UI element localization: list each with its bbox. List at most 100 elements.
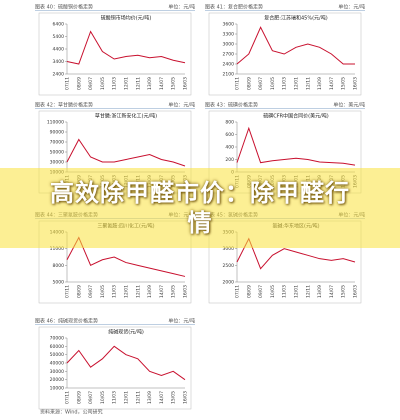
x-tick-label: 13/09 bbox=[147, 77, 153, 90]
x-tick-label: 14/07 bbox=[159, 285, 165, 298]
x-tick-label: 12/11 bbox=[305, 77, 311, 90]
y-tick-label: 800 bbox=[225, 120, 234, 126]
price-line bbox=[66, 236, 186, 277]
x-tick-label: 11/03 bbox=[112, 391, 118, 404]
x-tick-label: 09/07 bbox=[88, 285, 94, 298]
y-tick-label: 30000 bbox=[50, 369, 64, 375]
y-tick-label: 110000 bbox=[47, 120, 64, 126]
y-tick-label: 5400 bbox=[53, 34, 65, 40]
y-tick-label: 2700 bbox=[223, 52, 235, 58]
x-tick-label: 10/05 bbox=[270, 77, 276, 90]
x-tick-label: 08/09 bbox=[76, 391, 82, 404]
x-tick-label: 11/03 bbox=[112, 285, 118, 298]
x-tick-label: 10/05 bbox=[100, 77, 106, 90]
x-tick-label: 10/05 bbox=[100, 391, 106, 404]
x-tick-label: 16/03 bbox=[183, 391, 189, 404]
x-tick-label: 12/11 bbox=[135, 77, 141, 90]
x-tick-label: 07/11 bbox=[65, 391, 71, 404]
y-tick-label: 10000 bbox=[50, 386, 64, 392]
x-tick-label: 09/07 bbox=[258, 77, 264, 90]
x-tick-label: 15/05 bbox=[341, 285, 347, 298]
x-tick-label: 16/03 bbox=[183, 77, 189, 90]
x-tick-label: 09/07 bbox=[88, 77, 94, 90]
price-line bbox=[66, 345, 186, 381]
panel-unit: 单位：美元/吨 bbox=[333, 102, 365, 109]
x-tick-label: 12/01 bbox=[124, 391, 130, 404]
x-tick-label: 16/03 bbox=[353, 285, 359, 298]
x-tick-label: 13/09 bbox=[317, 285, 323, 298]
y-tick-label: 70000 bbox=[50, 336, 64, 342]
x-tick-label: 12/01 bbox=[124, 77, 130, 90]
chart-title: 草甘膦:浙江新安化工(元/吨) bbox=[95, 113, 157, 120]
x-tick-label: 11/03 bbox=[282, 77, 288, 90]
x-tick-label: 12/01 bbox=[124, 285, 130, 298]
y-tick-label: 40000 bbox=[50, 361, 64, 367]
x-tick-label: 14/07 bbox=[329, 285, 335, 298]
panel-unit: 单位：元/吨 bbox=[168, 4, 195, 11]
x-tick-label: 13/09 bbox=[147, 285, 153, 298]
x-tick-label: 13/09 bbox=[317, 77, 323, 90]
x-tick-label: 08/09 bbox=[76, 77, 82, 90]
chart-frame bbox=[38, 326, 192, 410]
y-tick-label: 400 bbox=[225, 145, 234, 151]
panel-header: 图表 42：草甘膦价格走势 bbox=[35, 102, 93, 109]
price-line bbox=[66, 30, 186, 65]
y-tick-label: 30000 bbox=[50, 160, 64, 166]
overlay-title: 高效除甲醛市价：除甲醛行情 bbox=[50, 179, 350, 237]
price-line bbox=[66, 138, 186, 167]
panel-header: 图表 46：纯碱现货价格走势 bbox=[35, 318, 98, 325]
panel-unit: 单位：元/吨 bbox=[168, 318, 195, 325]
x-tick-label: 09/07 bbox=[88, 391, 94, 404]
price-line bbox=[236, 126, 356, 166]
y-tick-label: 200 bbox=[225, 157, 234, 163]
x-tick-label: 15/05 bbox=[171, 285, 177, 298]
x-tick-label: 12/01 bbox=[294, 285, 300, 298]
x-tick-label: 15/05 bbox=[341, 77, 347, 90]
y-tick-label: 2100 bbox=[223, 72, 235, 78]
x-tick-label: 08/09 bbox=[76, 285, 82, 298]
x-tick-label: 14/07 bbox=[159, 77, 165, 90]
y-tick-label: 70000 bbox=[50, 140, 64, 146]
x-tick-label: 16/03 bbox=[353, 77, 359, 90]
footer: 资料来源：Wind，公司研究 bbox=[40, 409, 103, 416]
x-tick-label: 07/11 bbox=[65, 77, 71, 90]
y-tick-label: 8000 bbox=[53, 263, 65, 269]
y-tick-label: 4400 bbox=[53, 47, 65, 53]
x-tick-label: 10/05 bbox=[100, 285, 106, 298]
y-tick-label: 3300 bbox=[223, 32, 235, 38]
y-tick-label: 2400 bbox=[53, 72, 65, 78]
x-tick-label: 16/03 bbox=[183, 285, 189, 298]
y-tick-label: 600 bbox=[225, 132, 234, 138]
panel-header: 图表 41：复合肥价格走势 bbox=[205, 4, 263, 11]
x-tick-label: 15/05 bbox=[171, 391, 177, 404]
x-tick-label: 14/07 bbox=[329, 77, 335, 90]
x-tick-label: 12/01 bbox=[294, 77, 300, 90]
x-tick-label: 11/03 bbox=[282, 285, 288, 298]
y-tick-label: 3600 bbox=[223, 22, 235, 28]
panel-header: 图表 40：硫酸铜价格走势 bbox=[35, 4, 93, 11]
y-tick-label: 5000 bbox=[53, 280, 65, 286]
x-tick-label: 08/09 bbox=[246, 77, 252, 90]
panel-unit: 单位：元/吨 bbox=[338, 4, 365, 11]
chart-title: 硫磺CFR中国合同价(美元/吨) bbox=[263, 113, 328, 120]
y-tick-label: 6400 bbox=[53, 22, 65, 28]
x-tick-label: 12/11 bbox=[135, 391, 141, 404]
x-tick-label: 12/11 bbox=[135, 285, 141, 298]
y-tick-label: 2500 bbox=[223, 263, 235, 269]
chart-title: 硫酸铜市场均价(元/吨) bbox=[101, 15, 152, 22]
panel-header: 图表 43：硫磺价格走势 bbox=[205, 102, 258, 109]
x-tick-label: 08/09 bbox=[246, 285, 252, 298]
y-tick-label: 3000 bbox=[223, 246, 235, 252]
x-tick-label: 09/07 bbox=[258, 285, 264, 298]
x-tick-label: 14/07 bbox=[159, 391, 165, 404]
chart-title: 纯碱现货(元/吨) bbox=[108, 329, 144, 336]
y-tick-label: 20000 bbox=[50, 377, 64, 383]
x-tick-label: 07/11 bbox=[235, 285, 241, 298]
x-tick-label: 15/05 bbox=[171, 77, 177, 90]
y-tick-label: 11000 bbox=[50, 246, 64, 252]
y-tick-label: 50000 bbox=[50, 352, 64, 358]
chart-frame bbox=[38, 12, 192, 96]
panel-unit: 单位：元/吨 bbox=[168, 102, 195, 109]
y-tick-label: 2000 bbox=[223, 280, 235, 286]
